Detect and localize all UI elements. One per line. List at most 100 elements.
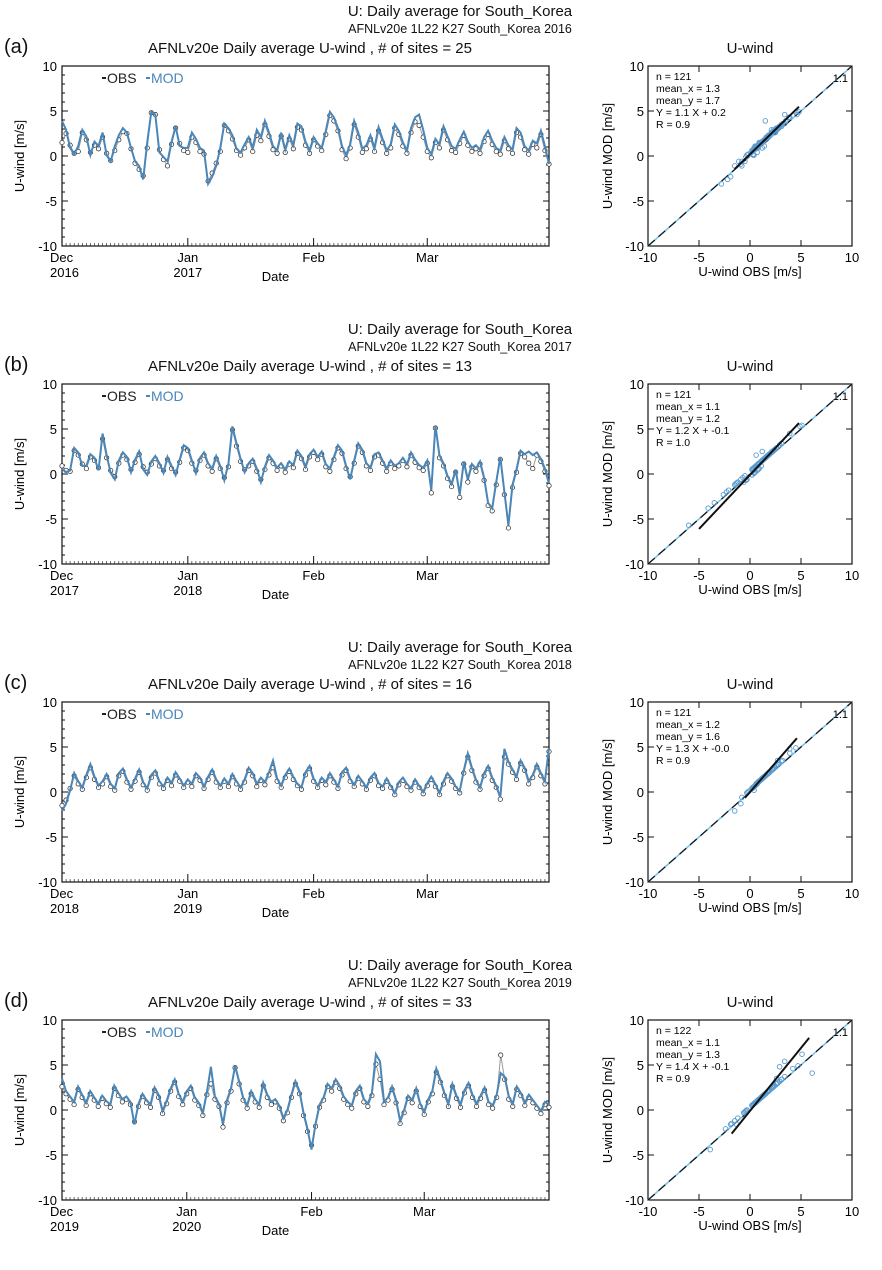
scatter-point — [778, 758, 785, 765]
obs-point — [164, 163, 171, 169]
y-tick-label: 0 — [50, 149, 57, 164]
y-tick-label: 0 — [50, 1103, 57, 1118]
y-tick-label: 5 — [637, 422, 644, 437]
legend-obs-label: OBS — [107, 388, 137, 404]
scatter-point — [799, 1051, 805, 1057]
stats-line: R = 1.0 — [656, 437, 690, 449]
scatter-point — [775, 761, 782, 767]
scatter-point — [799, 422, 805, 429]
scatter-point — [751, 783, 757, 790]
x-tick-label: Mar — [416, 886, 439, 901]
y-tick-label: 10 — [43, 377, 57, 392]
y-tick-label: -5 — [45, 830, 57, 845]
obs-point — [546, 483, 552, 489]
scatter-point — [707, 1146, 713, 1153]
obs-point — [477, 150, 483, 156]
obs-point — [59, 139, 65, 146]
scatter-point — [728, 1120, 735, 1127]
scatter-point — [738, 800, 744, 807]
timeseries-title: AFNLv20e Daily average U-wind , # of sit… — [148, 358, 472, 375]
mod-series-line — [61, 1050, 550, 1150]
scatter-point — [718, 181, 725, 187]
scatter-point — [753, 452, 759, 458]
stats-line: mean_y = 1.2 — [656, 413, 720, 425]
scatter-point — [771, 446, 778, 453]
x-axis-label: U-wind OBS [m/s] — [698, 582, 801, 597]
scatter-point — [778, 1076, 785, 1083]
figure-suptitle: U: Daily average for South_Korea — [347, 3, 573, 20]
scatter-point — [771, 128, 778, 134]
y-tick-label: 10 — [43, 1013, 57, 1028]
legend-obs-label: OBS — [107, 1024, 137, 1040]
figure-panel: U: Daily average for South_Korea AFNLv20e… — [0, 0, 882, 316]
legend-obs-label: OBS — [107, 706, 137, 722]
y-tick-label: -5 — [45, 1148, 57, 1163]
mod-series-line — [61, 425, 550, 526]
one-to-one-dashed — [647, 65, 853, 247]
x-axis-label: U-wind OBS [m/s] — [698, 1218, 801, 1233]
stats-line: mean_y = 1.7 — [656, 95, 720, 107]
scatter-title: U-wind — [726, 40, 774, 57]
obs-point — [497, 151, 503, 157]
y-tick-label: 5 — [637, 740, 644, 755]
y-tick-label: -10 — [625, 239, 644, 254]
y-axis-label: U-wind MOD [m/s] — [600, 1057, 615, 1163]
obs-point — [449, 148, 455, 154]
x-tick-year-label: 2019 — [173, 901, 202, 916]
x-tick-year-label: 2018 — [50, 901, 79, 916]
figure-suptitle: U: Daily average for South_Korea — [347, 639, 573, 656]
stats-line: n = 121 — [656, 389, 691, 401]
scatter-chart: -10 -5 0 5 10 -10 -5 0 5 10 U-wind OBS [m/s] U-wind… — [600, 377, 859, 597]
scatter-point — [786, 114, 792, 121]
obs-point — [185, 149, 191, 155]
stats-line: Y = 1.2 X + -0.1 — [656, 425, 730, 437]
legend-mod-label: MOD — [151, 1024, 184, 1040]
obs-point — [509, 150, 516, 156]
scatter-point — [781, 1073, 788, 1080]
plot-frame — [61, 701, 550, 883]
scatter-point — [761, 143, 768, 149]
scatter-chart: -10 -5 0 5 10 -10 -5 0 5 10 U-wind OBS [m/s] U-wind… — [600, 695, 859, 915]
obs-point — [258, 138, 264, 144]
y-tick-label: 10 — [630, 59, 644, 74]
one-to-one-label: 1:1 — [833, 391, 848, 403]
one-to-one-label: 1:1 — [833, 73, 848, 85]
scatter-title: U-wind — [726, 994, 774, 1011]
x-tick-label: Dec — [50, 1204, 74, 1219]
x-tick-label: 10 — [845, 568, 859, 583]
panel-letter: (a) — [4, 36, 29, 58]
scatter-point — [795, 1063, 801, 1069]
scatter-chart: -10 -5 0 5 10 -10 -5 0 5 10 U-wind OBS [m/s] U-wind… — [600, 1013, 859, 1233]
scatter-point — [773, 1081, 780, 1087]
y-tick-label: 10 — [630, 1013, 644, 1028]
stats-line: n = 121 — [656, 71, 691, 83]
stats-line: Y = 1.1 X + 0.2 — [656, 107, 726, 119]
scatter-point — [779, 757, 786, 764]
y-tick-label: 10 — [630, 377, 644, 392]
stats-line: Y = 1.4 X + -0.1 — [656, 1061, 730, 1073]
regression-line — [734, 105, 800, 170]
scatter-point — [743, 1108, 749, 1114]
stats-line: R = 0.9 — [656, 755, 690, 767]
y-tick-label: -5 — [45, 512, 57, 527]
x-tick-label: -5 — [693, 568, 705, 583]
y-tick-label: 5 — [50, 740, 57, 755]
legend-mod-label: MOD — [151, 706, 184, 722]
stats-line: n = 122 — [656, 1025, 691, 1037]
y-axis-label: U-wind MOD [m/s] — [600, 739, 615, 845]
obs-point — [493, 148, 499, 155]
one-to-one-label: 1:1 — [833, 1027, 848, 1039]
x-axis-label: Date — [262, 269, 289, 284]
scatter-point — [724, 176, 731, 183]
x-tick-label: Mar — [416, 250, 439, 265]
scatter-point — [739, 794, 745, 801]
legend-obs-label: OBS — [107, 70, 137, 86]
y-axis-label: U-wind [m/s] — [12, 1074, 27, 1146]
scatter-point — [793, 745, 799, 751]
x-tick-label: Jan — [177, 250, 198, 265]
scatter-point — [762, 118, 769, 124]
obs-point — [59, 463, 65, 469]
regression-line — [744, 737, 798, 799]
